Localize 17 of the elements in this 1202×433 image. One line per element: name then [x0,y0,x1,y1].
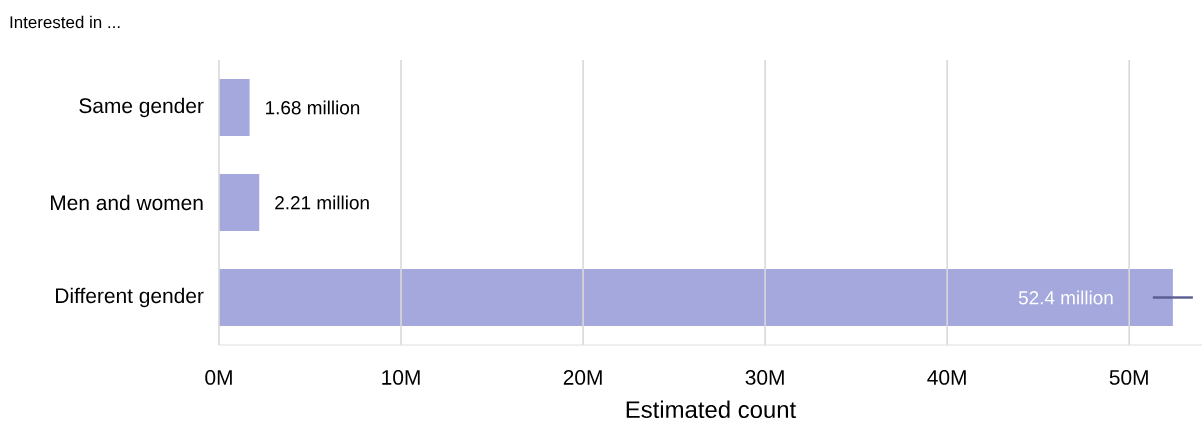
text: Interested in ... [10,15,120,29]
x-tick-label: 50M [1109,370,1148,385]
x-tick-label: 0M [205,370,232,385]
data-label: 1.68 million [266,100,360,115]
bar [219,269,1173,326]
y-tick-label: Different gender [56,287,204,308]
x-tick-label: 30M [745,370,784,385]
bar [219,174,260,231]
y-tick-label: Men and women [51,194,203,211]
y-tick-label: Same gender [79,97,204,118]
x-tick-label: 20M [563,370,602,385]
x-axis-title: Estimated count [626,400,797,419]
bar [219,79,250,136]
data-label: 2.21 million [275,195,369,210]
data-label: 52.4 million [1018,290,1113,305]
x-tick-label: 10M [382,370,420,385]
x-tick-label: 40M [927,370,966,385]
